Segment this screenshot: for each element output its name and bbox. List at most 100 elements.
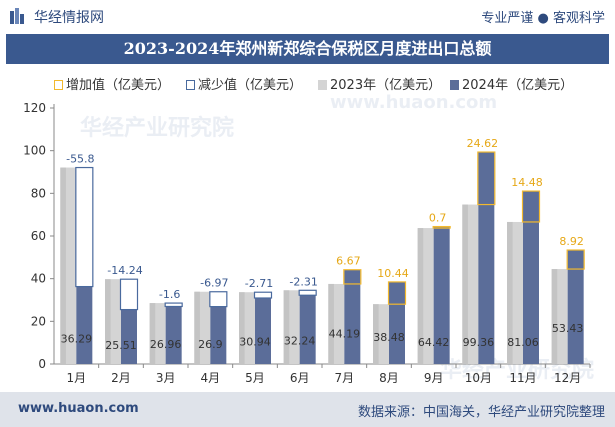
x-tick-label: 1月 — [67, 371, 87, 385]
value-label-2024: 53.43 — [552, 322, 584, 335]
change-label: -6.97 — [200, 277, 228, 290]
legend-swatch-2023 — [318, 80, 327, 90]
legend-item-decrease: 减少值（亿美元） — [186, 74, 302, 93]
decrease-box — [75, 166, 94, 288]
legend-item-2023: 2023年（亿美元） — [318, 74, 441, 93]
x-tick-label: 2月 — [111, 371, 131, 385]
decrease-box — [253, 291, 273, 299]
y-tick-label: 80 — [31, 186, 46, 200]
footer-source: 数据来源：中国海关，华经产业研究院整理 — [357, 405, 605, 420]
x-tick-label: 11月 — [509, 371, 536, 385]
value-label-2024: 64.42 — [418, 336, 450, 349]
x-tick-label: 8月 — [379, 371, 399, 385]
value-label-2024: 44.19 — [329, 328, 361, 341]
footer-url: www.huaon.com — [18, 401, 139, 416]
legend-label-decrease: 减少值（亿美元） — [198, 78, 303, 93]
increase-box — [432, 225, 451, 229]
increase-box — [477, 151, 496, 206]
x-tick-label: 12月 — [554, 371, 581, 385]
bar-2024 — [344, 269, 361, 364]
title-bar: 2023-2024年郑州新郑综合保税区月度进出口总额 — [6, 34, 609, 64]
bar-2023-shade — [551, 269, 558, 364]
x-tick-label: 7月 — [335, 371, 355, 385]
value-label-2024: 30.94 — [239, 336, 271, 349]
legend-swatch-increase — [54, 80, 63, 90]
bar-2023-shade — [417, 228, 424, 364]
change-label: -1.6 — [159, 288, 180, 301]
change-label: -55.8 — [66, 153, 94, 166]
change-label: 0.7 — [429, 212, 447, 225]
value-label-2024: 99.36 — [463, 336, 495, 349]
y-tick-label: 0 — [38, 357, 46, 371]
y-tick-label: 20 — [31, 314, 46, 328]
bar-2024 — [523, 191, 539, 364]
bar-2023-shade — [373, 304, 379, 364]
chart-title: 2023-2024年郑州新郑综合保税区月度进出口总额 — [123, 39, 492, 58]
y-tick-label: 60 — [31, 229, 46, 243]
legend-item-2024: 2024年（亿美元） — [450, 74, 573, 93]
footer: www.huaon.com 数据来源：中国海关，华经产业研究院整理 — [0, 392, 615, 427]
change-label: -14.24 — [107, 264, 142, 277]
bar-2023-shade — [283, 290, 290, 364]
increase-box — [387, 281, 407, 305]
x-tick-label: 3月 — [156, 371, 176, 385]
bar-2023-shade — [194, 291, 200, 364]
bar-2024 — [567, 250, 584, 364]
legend-label-increase: 增加值（亿美元） — [66, 78, 171, 93]
value-label-2024: 38.48 — [373, 331, 405, 344]
bar-2024 — [121, 309, 137, 364]
value-label-2024: 36.29 — [61, 332, 93, 345]
decrease-box — [119, 278, 139, 311]
x-tick-label: 4月 — [201, 371, 221, 385]
legend-label-2023: 2023年（亿美元） — [330, 78, 442, 93]
bar-2024 — [299, 295, 316, 364]
x-tick-label: 9月 — [424, 371, 444, 385]
change-label: 14.48 — [511, 176, 543, 189]
site-name: 华经情报网 — [34, 10, 104, 26]
decrease-box — [298, 289, 317, 296]
value-label-2024: 26.96 — [150, 338, 182, 351]
increase-box — [343, 269, 362, 285]
bar-2023-shade — [328, 283, 334, 364]
value-label-2024: 26.9 — [198, 338, 223, 351]
x-tick-label: 6月 — [290, 371, 310, 385]
bar-2023-shade — [462, 204, 468, 364]
change-label: -2.71 — [245, 277, 273, 290]
x-tick-label: 10月 — [465, 371, 492, 385]
legend-item-increase: 增加值（亿美元） — [54, 74, 170, 93]
logo-icon — [10, 8, 24, 24]
bar-2024 — [389, 281, 405, 364]
bar-2024 — [210, 306, 227, 364]
x-tick-label: 5月 — [245, 371, 265, 385]
legend-swatch-decrease — [186, 80, 195, 90]
bar-2023-shade — [105, 279, 111, 364]
bar-2023-shade — [239, 292, 245, 364]
bar-2023-shade — [149, 303, 156, 364]
decrease-box — [164, 302, 183, 308]
chart-area: 0 20 40 60 80 100 120 -55.8 36.29 1月 -14.24 25.51 2月… — [23, 101, 591, 385]
legend-swatch-2024 — [450, 80, 459, 90]
change-label: 8.92 — [559, 235, 584, 248]
increase-box — [566, 249, 585, 270]
y-tick-label: 100 — [23, 144, 46, 158]
value-label-2024: 81.06 — [507, 336, 539, 349]
bar-2024 — [433, 226, 450, 364]
bar-2023-shade — [60, 167, 66, 364]
bar-2024 — [478, 152, 495, 364]
decrease-box — [209, 291, 228, 308]
change-label: 24.62 — [467, 137, 499, 150]
increase-box — [521, 190, 541, 223]
tagline: 专业严谨 ● 客观科学 — [481, 11, 605, 26]
value-label-2024: 25.51 — [105, 339, 137, 352]
bar-2023-shade — [507, 221, 513, 364]
bar-2024 — [165, 306, 182, 364]
change-label: 10.44 — [377, 267, 409, 280]
bar-2024 — [76, 286, 93, 364]
change-label: 6.67 — [336, 255, 361, 268]
change-label: -2.31 — [289, 275, 317, 288]
y-tick-label: 120 — [23, 101, 46, 115]
legend-label-2024: 2024年（亿美元） — [462, 78, 574, 93]
y-tick-label: 40 — [31, 272, 46, 286]
value-label-2024: 32.24 — [284, 335, 316, 348]
bar-2024 — [255, 297, 271, 364]
